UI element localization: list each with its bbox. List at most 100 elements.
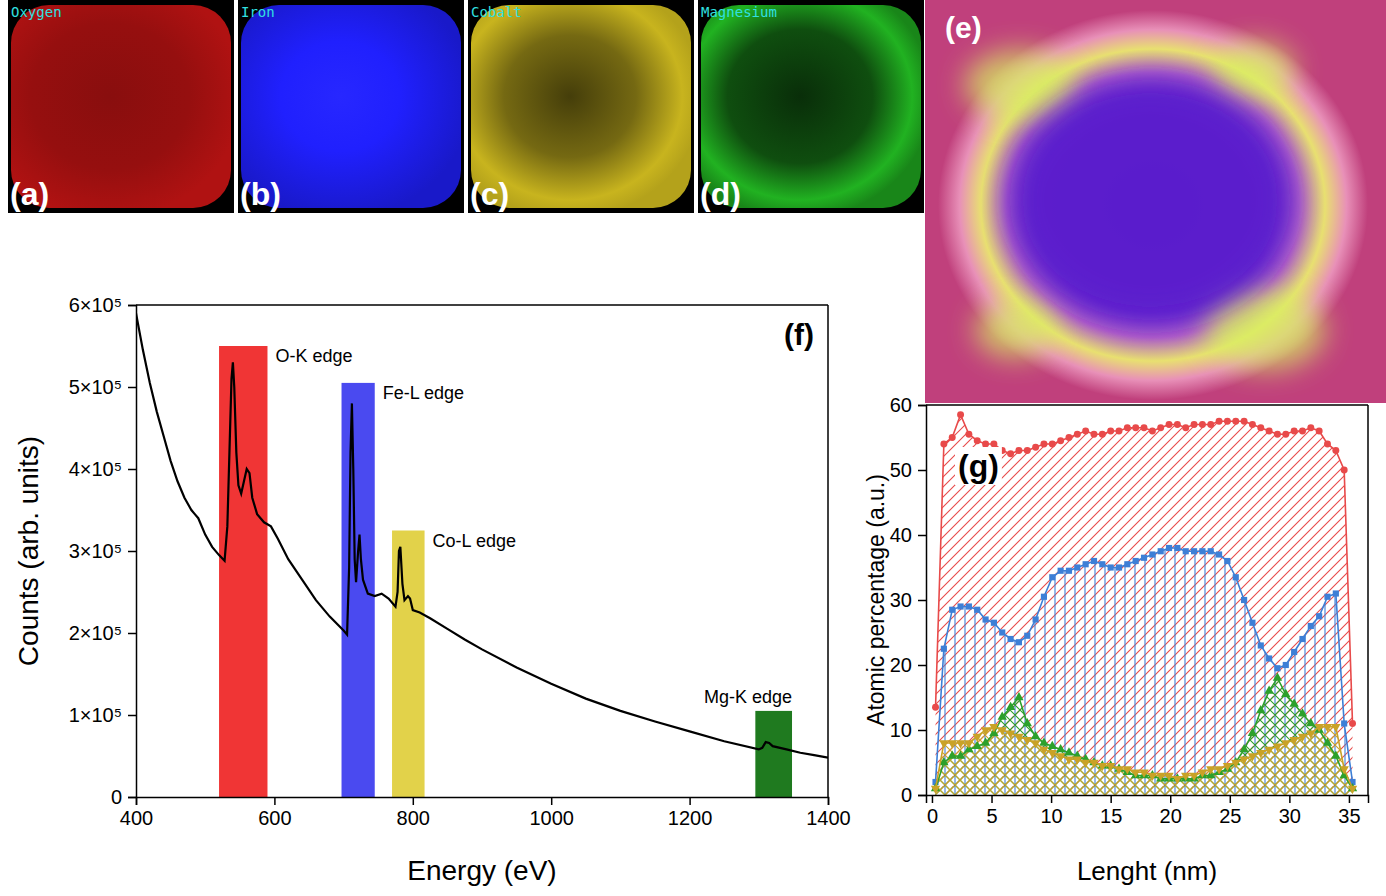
profile-marker: [1032, 444, 1039, 451]
tick: 4×10⁵: [69, 458, 136, 480]
tick-label: 10: [890, 719, 912, 741]
panel-letter: (g): [958, 448, 999, 484]
profile-marker: [1056, 753, 1065, 761]
profile-marker: [1057, 437, 1064, 444]
tick-label: 40: [890, 524, 912, 546]
profile-marker: [1224, 558, 1230, 564]
tick-mark: [128, 387, 136, 389]
profile-marker: [949, 434, 956, 441]
tick-mark: [413, 797, 415, 805]
edge-label: Fe-L edge: [383, 383, 464, 403]
hatched-area: [936, 415, 1353, 795]
profile-marker: [1331, 751, 1340, 759]
tick: 20: [1160, 795, 1182, 827]
overlay-core: [1010, 80, 1290, 320]
axis-line: [128, 306, 137, 798]
profile-marker: [998, 712, 1007, 720]
profile-marker: [1264, 747, 1273, 755]
profile-marker: [1166, 545, 1172, 551]
tick-mark: [918, 535, 926, 537]
profile-marker: [1191, 548, 1197, 554]
profile-marker: [1341, 720, 1347, 726]
profile-marker: [1216, 551, 1222, 557]
tick: 5: [986, 795, 997, 827]
profile-marker: [1133, 558, 1139, 564]
tick-label: 2×10⁵: [69, 622, 122, 644]
profile-marker: [1248, 753, 1257, 761]
map-background: [698, 0, 924, 213]
hatched-area: [936, 548, 1353, 795]
profile-marker: [939, 740, 948, 748]
profile-marker: [1123, 766, 1132, 774]
profile-marker: [1148, 773, 1157, 781]
profile-marker: [948, 751, 957, 759]
profile-marker: [1174, 421, 1181, 428]
profile-marker: [1281, 689, 1290, 697]
profile-marker: [1231, 760, 1240, 768]
profile-marker: [1174, 545, 1180, 551]
y-axis: 01×10⁵2×10⁵3×10⁵4×10⁵5×10⁵6×10⁵: [69, 294, 137, 808]
tick: 1400: [806, 797, 851, 829]
frame-top: [926, 404, 1368, 406]
profile-marker: [1257, 424, 1264, 431]
overlay-map: [938, 10, 1368, 400]
tick-label: 800: [397, 807, 430, 829]
profile-marker: [932, 704, 939, 711]
tick: 10: [1040, 795, 1062, 827]
profile-marker: [999, 629, 1005, 635]
profile-marker: [1023, 737, 1032, 745]
frame-right: [827, 305, 829, 797]
spectrum-line: [136, 313, 828, 757]
profile-chart: 051015202530350102030405060Lenght (nm)At…: [863, 394, 1369, 886]
profile-marker: [1339, 766, 1348, 774]
profile-marker: [1173, 776, 1182, 784]
profile-marker: [956, 740, 965, 748]
profile-marker: [998, 727, 1007, 735]
tick-mark: [991, 795, 993, 803]
profile-marker: [1266, 428, 1273, 435]
tick-mark: [128, 305, 136, 307]
profile-marker: [1216, 418, 1223, 425]
profile-marker: [1124, 424, 1131, 431]
tick-mark: [918, 600, 926, 602]
tick-label: 50: [890, 459, 912, 481]
profile-marker: [1049, 574, 1055, 580]
tick-mark: [1170, 795, 1172, 803]
profile-marker: [1124, 561, 1130, 567]
tick: 20: [890, 654, 926, 676]
profile-marker: [1289, 737, 1298, 745]
tick-mark: [1110, 795, 1112, 803]
overlay-blob: [1215, 42, 1295, 98]
profile-marker: [1249, 421, 1256, 428]
profile-marker: [1207, 421, 1214, 428]
spectrum-chart: 40060080010001200140001×10⁵2×10⁵3×10⁵4×1…: [13, 294, 851, 886]
profile-marker: [957, 411, 964, 418]
profile-marker: [948, 740, 957, 748]
profile-marker: [1074, 564, 1080, 570]
profile-marker: [1208, 548, 1214, 554]
profile-marker: [1274, 665, 1280, 671]
profile-marker: [974, 437, 981, 444]
tick-label: 20: [1160, 805, 1182, 827]
profile-marker: [1258, 642, 1264, 648]
profile-marker: [1099, 561, 1105, 567]
profile-marker: [1074, 431, 1081, 438]
profile-marker: [1040, 441, 1047, 448]
profile-marker: [1081, 760, 1090, 768]
profile-marker: [1066, 568, 1072, 574]
profile-marker: [1164, 773, 1173, 781]
tick: 25: [1219, 795, 1241, 827]
tick-mark: [918, 795, 926, 797]
profile-marker: [1116, 564, 1122, 570]
profile-marker: [991, 620, 997, 626]
profile-marker: [1065, 434, 1072, 441]
profile-marker: [1082, 428, 1089, 435]
profile-marker: [989, 724, 998, 732]
x-axis: 400600800100012001400: [120, 797, 851, 829]
tick-mark: [689, 797, 691, 805]
profile-marker: [1031, 731, 1040, 739]
profile-marker: [1156, 773, 1165, 781]
profile-marker: [1189, 773, 1198, 781]
profile-marker: [1139, 770, 1148, 778]
profile-marker: [1181, 773, 1190, 781]
